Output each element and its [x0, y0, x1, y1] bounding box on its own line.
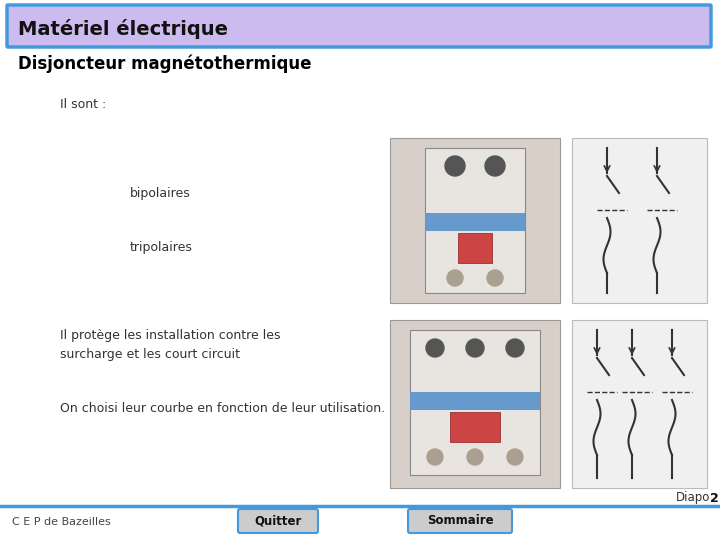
Bar — [572, 138, 707, 303]
Text: Matériel électrique: Matériel électrique — [18, 19, 228, 39]
Bar — [390, 138, 560, 303]
Bar — [410, 330, 540, 475]
Bar — [390, 320, 560, 488]
Text: Il protège les installation contre les
surcharge et les court circuit: Il protège les installation contre les s… — [60, 329, 281, 361]
Bar — [572, 320, 707, 488]
Bar — [450, 412, 500, 442]
Circle shape — [447, 270, 463, 286]
Text: Quitter: Quitter — [254, 515, 302, 528]
Circle shape — [487, 270, 503, 286]
Circle shape — [427, 449, 443, 465]
FancyBboxPatch shape — [7, 5, 711, 47]
Bar — [458, 233, 492, 263]
Text: On choisi leur courbe en fonction de leur utilisation.: On choisi leur courbe en fonction de leu… — [60, 402, 385, 415]
Circle shape — [426, 339, 444, 357]
FancyBboxPatch shape — [408, 509, 512, 533]
Circle shape — [467, 449, 483, 465]
Text: Diapo: Diapo — [676, 491, 711, 504]
Circle shape — [485, 156, 505, 176]
Circle shape — [445, 156, 465, 176]
FancyBboxPatch shape — [238, 509, 318, 533]
Bar — [410, 392, 540, 410]
Text: Il sont :: Il sont : — [60, 98, 107, 111]
Text: C E P de Bazeilles: C E P de Bazeilles — [12, 517, 111, 527]
Text: 2: 2 — [710, 491, 719, 504]
Circle shape — [507, 449, 523, 465]
Text: Disjoncteur magnétothermique: Disjoncteur magnétothermique — [18, 55, 312, 73]
Circle shape — [466, 339, 484, 357]
Bar — [425, 213, 525, 231]
Bar — [425, 148, 525, 293]
Text: bipolaires: bipolaires — [130, 186, 191, 199]
Text: tripolaires: tripolaires — [130, 241, 193, 254]
Circle shape — [506, 339, 524, 357]
Text: Sommaire: Sommaire — [427, 515, 493, 528]
